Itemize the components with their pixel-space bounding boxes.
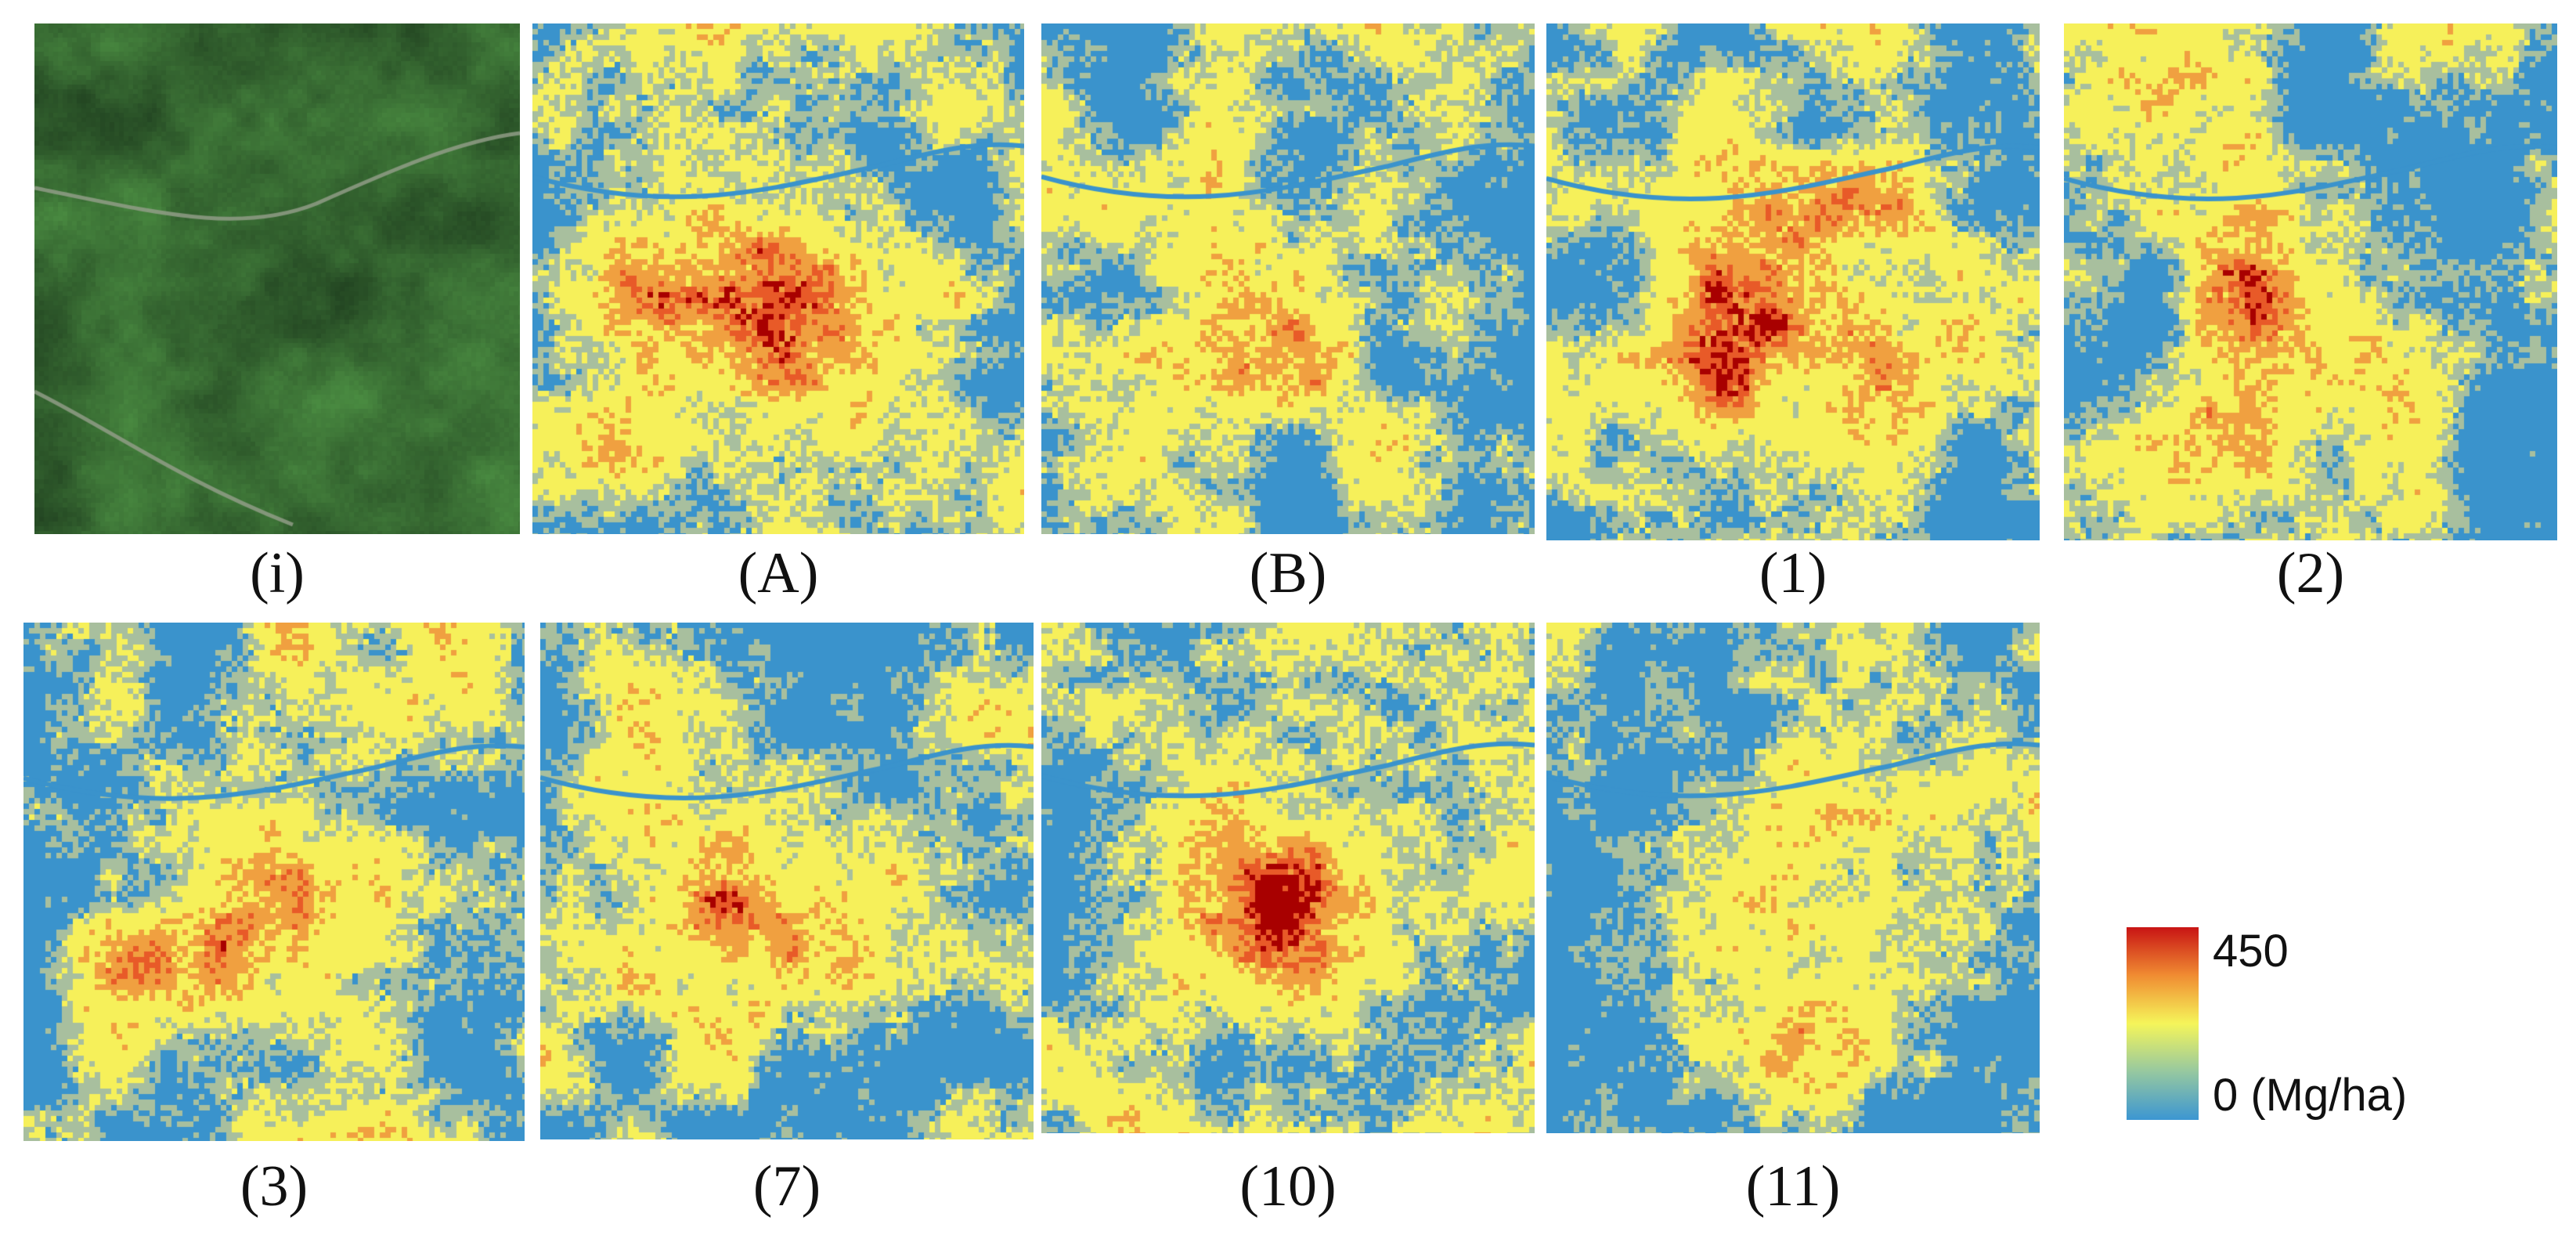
satellite-image-panel — [34, 23, 520, 534]
panel-caption: (A) — [738, 541, 819, 605]
panel-caption: (10) — [1239, 1154, 1337, 1219]
biomass-map-panel-11 — [1546, 623, 2040, 1133]
biomass-map-panel-2 — [2064, 23, 2557, 540]
panel-caption: (B) — [1249, 541, 1327, 605]
biomass-map — [1041, 623, 1535, 1133]
biomass-map — [2064, 23, 2557, 540]
panel-caption: (11) — [1745, 1154, 1841, 1219]
satellite-image — [34, 23, 520, 534]
biomass-map-panel-3 — [23, 623, 525, 1141]
biomass-map — [1041, 23, 1535, 534]
legend-color-bar — [2127, 927, 2199, 1120]
panel-caption: (i) — [250, 541, 305, 605]
legend-min-label: 0 (Mg/ha) — [2213, 1070, 2408, 1121]
panel-caption: (7) — [752, 1154, 821, 1219]
biomass-map-panel-7 — [540, 623, 1034, 1139]
biomass-map — [1546, 623, 2040, 1133]
panel-caption: (3) — [240, 1154, 308, 1219]
legend-max-label: 450 — [2213, 926, 2289, 977]
biomass-map — [540, 623, 1034, 1139]
biomass-map-panel-A — [532, 23, 1024, 534]
panel-caption: (1) — [1759, 541, 1827, 605]
panel-caption: (2) — [2276, 541, 2345, 605]
biomass-map — [532, 23, 1024, 534]
biomass-map — [1546, 23, 2040, 540]
biomass-map-panel-1 — [1546, 23, 2040, 540]
biomass-map-panel-B — [1041, 23, 1535, 534]
biomass-map — [23, 623, 525, 1141]
biomass-map-panel-10 — [1041, 623, 1535, 1133]
